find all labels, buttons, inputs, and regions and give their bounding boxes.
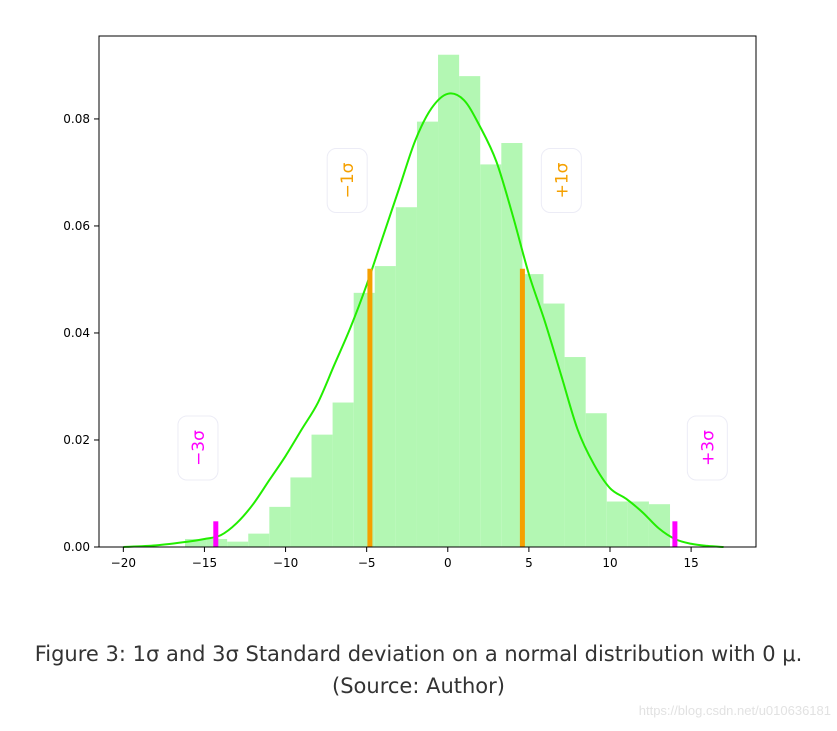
y-tick-label: 0.08 [63,112,90,126]
histogram-bar [522,274,544,547]
x-tick-label: 0 [444,556,452,570]
x-axis: −20 −15 −10 −5 0 5 10 15 [111,547,699,570]
histogram-bar [290,477,312,547]
histogram-bar [480,164,502,547]
histogram-bar [564,357,586,547]
figure-source: (Source: Author) [332,674,505,698]
histogram-bar [648,504,671,547]
y-tick-label: 0.00 [63,540,90,554]
kde-curve-layer [123,92,724,548]
x-tick-label: 15 [683,556,698,570]
sigma-markers [213,268,678,547]
histogram-bar [459,76,481,547]
x-tick-label: −15 [192,556,217,570]
x-tick-label: −10 [273,556,298,570]
annotation-label: −1σ [338,162,358,198]
y-tick-label: 0.06 [63,219,90,233]
histogram-bar [543,303,565,547]
annotation-label: −3σ [189,430,209,466]
y-axis: 0.00 0.02 0.04 0.06 0.08 [63,112,99,554]
histogram-bar [416,121,439,548]
sigma-annotation: +3σ [686,415,728,481]
histogram-bars [184,54,671,548]
histogram-bar [332,402,354,547]
histogram-bar [395,207,417,547]
sigma-annotation: −1σ [326,147,368,213]
figure-caption: Figure 3: 1σ and 3σ Standard deviation o… [34,642,803,666]
histogram-bar [227,541,249,547]
x-tick-label: −5 [358,556,376,570]
histogram-bar [606,501,628,547]
y-tick-label: 0.02 [63,433,90,447]
x-tick-label: −20 [111,556,136,570]
sigma-annotations: −1σ +1σ −3σ +3σ [177,147,728,481]
histogram-bar [438,54,460,547]
sigma-annotation: −3σ [177,415,219,481]
plot-frame [98,35,757,548]
kde-line [123,92,724,548]
y-tick-label: 0.04 [63,326,90,340]
histogram-bar [269,506,291,547]
annotation-box [326,147,368,213]
histogram-bar [585,413,607,547]
histogram-bar [248,533,270,547]
histogram-bar [311,434,333,547]
histogram-kde-chart: −1σ +1σ−3σ +3σ −20 −15 −10 −5 0 5 10 15 0.000.020… [63,35,757,570]
annotation-box [177,415,219,481]
annotation-box [540,147,582,213]
histogram-bar [374,266,396,547]
x-tick-label: 10 [602,556,617,570]
annotation-box [686,415,728,481]
annotation-label: +1σ [552,162,572,198]
histogram-bar [184,538,207,547]
x-tick-label: 5 [525,556,533,570]
watermark-url: https://blog.csdn.net/u010636181 [638,703,831,718]
annotation-label: +3σ [698,430,718,466]
sigma-annotation: +1σ [540,147,582,213]
histogram-bar [501,143,523,548]
